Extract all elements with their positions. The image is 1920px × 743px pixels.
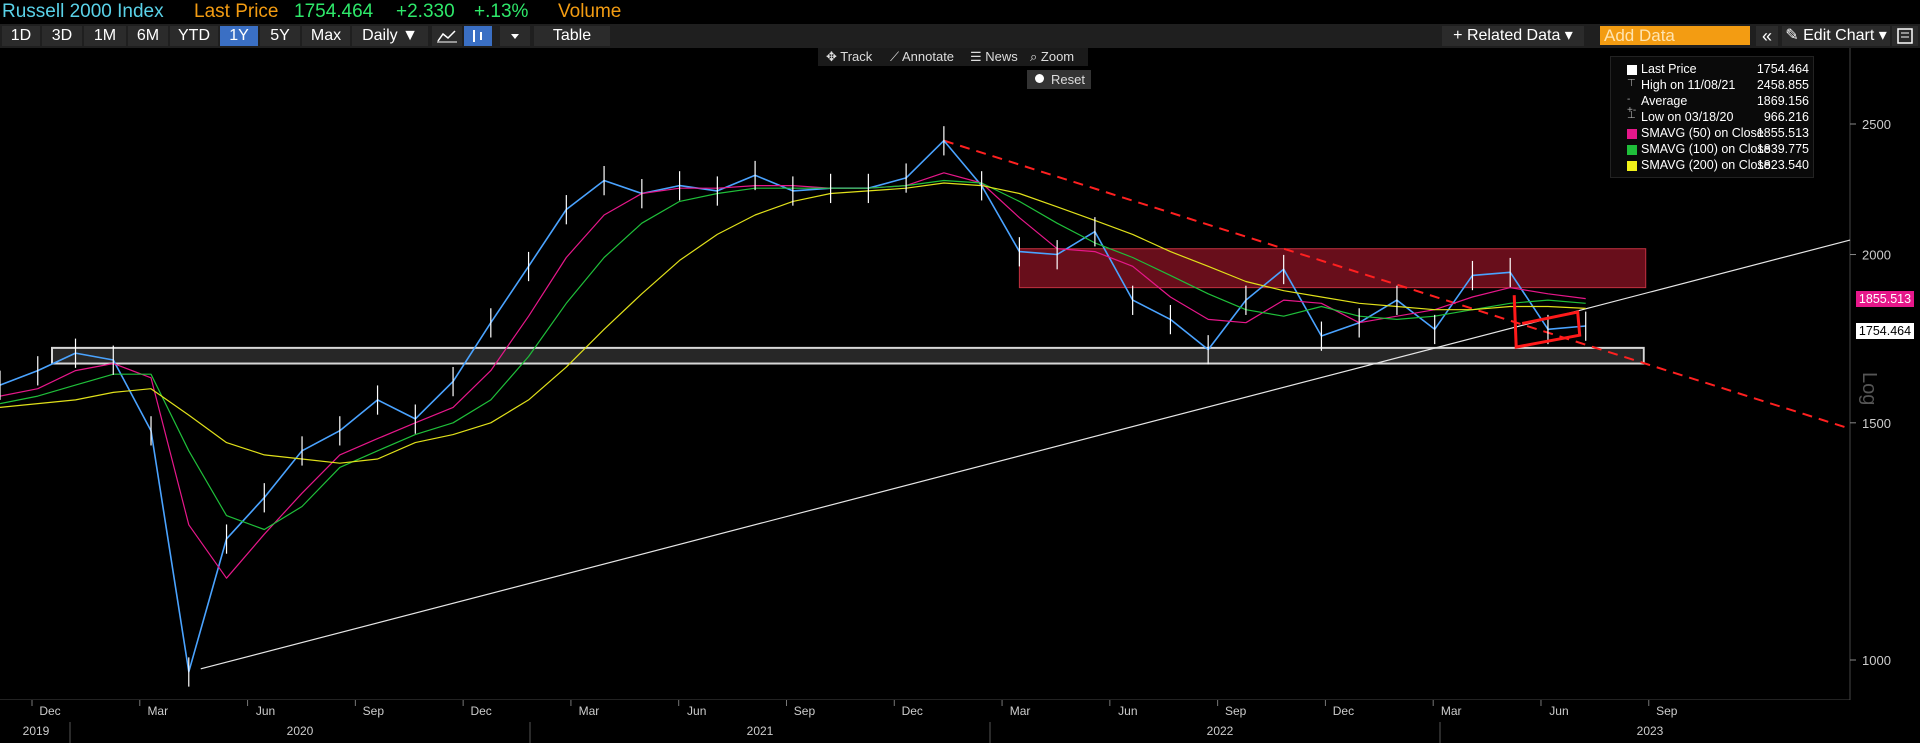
period-1d[interactable]: 1D — [2, 26, 40, 46]
legend-swatch — [1627, 145, 1637, 155]
period-6m[interactable]: 6M — [128, 26, 168, 46]
add-data-input[interactable]: Add Data — [1600, 26, 1750, 45]
chart-tools: ✥ Track ⟋ Annotate ☰ News ⌕ Zoom — [818, 48, 1088, 66]
last-price-label: Last Price — [194, 1, 279, 22]
time-axis: Dec Mar Jun Sep Dec Mar Jun Sep Dec Mar Jun Sep Dec M… — [0, 700, 1850, 743]
collapse-button[interactable]: « — [1756, 26, 1778, 46]
line-chart-icon[interactable] — [432, 26, 462, 46]
legend-sma50: SMAVG (50) on Close 1855.513 — [1611, 126, 1813, 141]
average-marker-icon: -+- — [1627, 94, 1637, 116]
period-1y[interactable]: 1Y — [220, 26, 258, 46]
legend-sma100: SMAVG (100) on Close 1839.775 — [1611, 142, 1813, 157]
year-label: 2023 — [1637, 724, 1664, 738]
period-max[interactable]: Max — [302, 26, 350, 46]
volume-label[interactable]: Volume — [558, 1, 622, 22]
month-label: Jun — [1549, 704, 1568, 718]
year-label: 2019 — [23, 724, 50, 738]
y-tick-label: 1000 — [1862, 653, 1891, 668]
month-label: Mar — [1010, 704, 1031, 718]
month-label: Mar — [1441, 704, 1462, 718]
time-axis-bg — [0, 700, 1850, 743]
year-label: 2022 — [1207, 724, 1234, 738]
month-label: Dec — [902, 704, 923, 718]
title-bar: Russell 2000 Index Last Price 1754.464 +… — [0, 0, 1920, 24]
annotate-tool[interactable]: ⟋ Annotate — [890, 49, 955, 64]
month-label: Sep — [1225, 704, 1247, 718]
month-label: Jun — [687, 704, 706, 718]
period-5y[interactable]: 5Y — [260, 26, 300, 46]
downtrend-line — [943, 139, 1851, 430]
bar-chart-icon[interactable] — [464, 26, 492, 46]
low-marker-icon: ⊥ — [1627, 110, 1636, 121]
table-button[interactable]: Table — [534, 26, 610, 46]
uptrend-line — [200, 239, 1851, 670]
year-label: 2020 — [287, 724, 314, 738]
change-pct: +.13% — [474, 1, 529, 22]
year-label: 2021 — [747, 724, 774, 738]
settings-icon[interactable] — [1892, 26, 1918, 46]
month-label: Sep — [363, 704, 385, 718]
track-tool[interactable]: ✥ Track — [826, 49, 873, 64]
legend-last-price: Last Price 1754.464 — [1611, 62, 1813, 77]
bear-flag-marker — [1512, 295, 1582, 349]
last-price-value: 1754.464 — [294, 1, 374, 22]
month-label: Mar — [147, 704, 168, 718]
log-scale-label[interactable]: Log — [1858, 372, 1880, 406]
series-line-sma200 — [0, 182, 1586, 464]
resistance-zone — [1018, 248, 1647, 289]
legend-swatch — [1627, 129, 1637, 139]
reset-label: Reset — [1051, 72, 1085, 87]
month-label: Mar — [579, 704, 600, 718]
support-zone-fill — [53, 348, 1642, 363]
legend-low: ⊥ Low on 03/18/20 966.216 — [1627, 110, 1809, 124]
legend-high: ⊤ High on 11/08/21 2458.855 — [1627, 78, 1809, 92]
legend-average: -+- Average 1869.156 — [1627, 94, 1809, 116]
month-label: Sep — [1656, 704, 1678, 718]
chart-legend: Last Price 1754.464 ⊤ High on 11/08/21 2… — [1610, 56, 1814, 178]
price-chart[interactable]: 1000 1500 2000 2500 — [0, 48, 1920, 700]
support-zone — [51, 346, 1645, 365]
sma50-price-tag: 1855.513 — [1856, 291, 1914, 307]
interval-select[interactable]: Daily ▼ — [352, 26, 428, 46]
reset-icon — [1035, 74, 1044, 83]
legend-swatch — [1627, 161, 1637, 171]
month-label: Dec — [1333, 704, 1354, 718]
legend-swatch — [1627, 65, 1637, 75]
edit-chart-button[interactable]: ✎ Edit Chart ▾ — [1782, 26, 1890, 46]
period-ytd[interactable]: YTD — [170, 26, 218, 46]
period-3d[interactable]: 3D — [42, 26, 82, 46]
month-label: Jun — [256, 704, 275, 718]
last-price-tag: 1754.464 — [1856, 323, 1914, 339]
month-label: Sep — [794, 704, 816, 718]
chart-type-dropdown-icon[interactable] — [500, 26, 530, 46]
y-tick-label: 2500 — [1862, 117, 1891, 132]
y-tick-label: 1500 — [1862, 416, 1891, 431]
month-label: Dec — [470, 704, 491, 718]
month-label: Jun — [1118, 704, 1137, 718]
legend-sma200: SMAVG (200) on Close 1823.540 — [1611, 158, 1813, 173]
series-line-sma50 — [0, 172, 1586, 579]
period-1m[interactable]: 1M — [84, 26, 126, 46]
news-tool[interactable]: ☰ News — [970, 49, 1018, 64]
series-line-price — [0, 139, 1586, 673]
index-name: Russell 2000 Index — [2, 1, 164, 22]
related-data-button[interactable]: + Related Data ▾ — [1442, 26, 1584, 46]
reset-button[interactable]: Reset — [1027, 70, 1091, 89]
month-label: Dec — [39, 704, 60, 718]
high-marker-icon: ⊤ — [1627, 78, 1636, 89]
change-value: +2.330 — [396, 1, 455, 22]
y-tick-label: 2000 — [1862, 248, 1891, 263]
zoom-tool[interactable]: ⌕ Zoom — [1030, 49, 1075, 64]
